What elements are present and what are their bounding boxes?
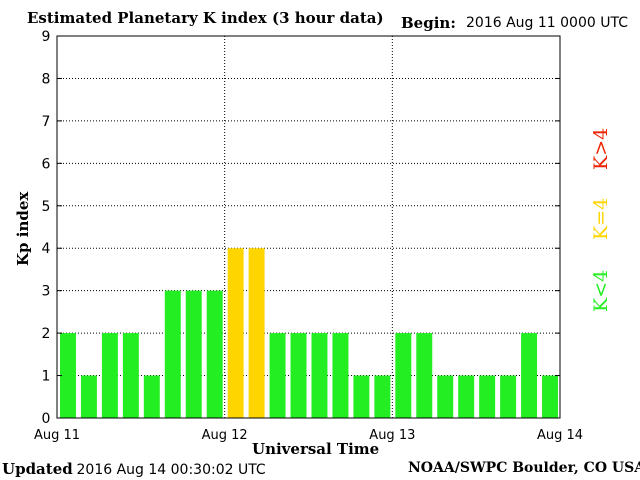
x-tick-label: Aug 12 <box>202 428 248 443</box>
kp-bar <box>374 375 391 418</box>
chart-title: Estimated Planetary K index (3 hour data… <box>27 9 384 27</box>
y-tick-label: 2 <box>42 326 51 342</box>
x-tick-label: Aug 11 <box>34 428 80 443</box>
updated-label: Updated <box>2 460 73 478</box>
x-tick-label: Aug 13 <box>369 428 415 443</box>
y-tick-label: 9 <box>42 29 51 45</box>
updated-line: Updated 2016 Aug 14 00:30:02 UTC <box>2 460 266 479</box>
kp-bar <box>101 333 118 418</box>
kp-bar <box>416 333 433 418</box>
x-tick-label: Aug 14 <box>537 428 583 443</box>
credit-line: NOAA/SWPC Boulder, CO USA <box>408 460 640 476</box>
x-axis-label: Universal Time <box>252 440 380 458</box>
y-tick-label: 8 <box>42 71 51 87</box>
y-tick-label: 6 <box>42 156 51 172</box>
y-tick-label: 7 <box>42 114 51 130</box>
kp-bar <box>206 290 223 418</box>
plot-frame <box>56 35 561 419</box>
kp-bar <box>437 375 454 418</box>
y-tick-label: 1 <box>42 369 51 385</box>
kp-bar <box>185 290 202 418</box>
begin-date: 2016 Aug 11 0000 UTC <box>466 15 628 31</box>
y-axis-label: Kp index <box>14 191 32 266</box>
kp-bar <box>80 375 97 418</box>
y-tick-label: 3 <box>42 284 51 300</box>
y-tick-label: 5 <box>42 199 51 215</box>
kp-bar <box>143 375 160 418</box>
kp-bar <box>311 333 328 418</box>
kp-bar <box>60 333 76 418</box>
kp-bar <box>122 333 139 418</box>
y-tick-label: 0 <box>42 411 51 427</box>
kp-bar <box>395 333 412 418</box>
kp-bar <box>458 375 475 418</box>
legend-above-4: K>4 <box>590 127 612 170</box>
kp-bar <box>353 375 370 418</box>
kp-bar <box>332 333 349 418</box>
kp-bar <box>248 248 265 418</box>
legend-below-4: K<4 <box>590 269 612 312</box>
kp-bar <box>269 333 286 418</box>
kp-bar <box>542 375 558 418</box>
kp-bar <box>290 333 307 418</box>
legend-equal-4: K=4 <box>590 197 612 240</box>
begin-label: Begin: <box>401 14 456 32</box>
kp-bar <box>227 248 244 418</box>
kp-bar <box>500 375 517 418</box>
kp-bar <box>479 375 496 418</box>
y-tick-label: 4 <box>42 241 51 257</box>
kp-bar <box>164 290 181 418</box>
updated-timestamp: 2016 Aug 14 00:30:02 UTC <box>76 462 266 478</box>
kp-bar <box>521 333 538 418</box>
